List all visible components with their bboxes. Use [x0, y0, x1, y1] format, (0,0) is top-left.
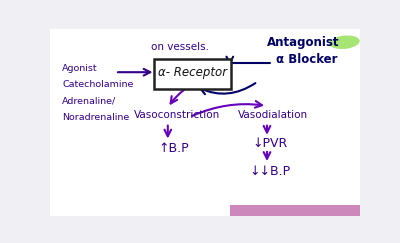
- Text: Vasoconstriction: Vasoconstriction: [134, 110, 220, 120]
- Text: α Blocker: α Blocker: [276, 52, 338, 66]
- Text: Catecholamine: Catecholamine: [62, 80, 134, 89]
- Text: ↑B.P: ↑B.P: [159, 142, 189, 156]
- Ellipse shape: [329, 35, 360, 49]
- Text: ↓↓B.P: ↓↓B.P: [250, 165, 291, 178]
- Text: Adrenaline/: Adrenaline/: [62, 97, 117, 106]
- Text: α- Receptor: α- Receptor: [158, 66, 227, 79]
- Bar: [230, 205, 360, 216]
- Text: Noradrenaline: Noradrenaline: [62, 113, 130, 122]
- FancyBboxPatch shape: [154, 59, 231, 89]
- Text: on vessels.: on vessels.: [151, 42, 209, 52]
- Text: Antagonist: Antagonist: [267, 36, 340, 49]
- Text: ↓PVR: ↓PVR: [252, 137, 288, 150]
- Text: Vasodialation: Vasodialation: [238, 110, 308, 120]
- Text: Agonist: Agonist: [62, 64, 98, 73]
